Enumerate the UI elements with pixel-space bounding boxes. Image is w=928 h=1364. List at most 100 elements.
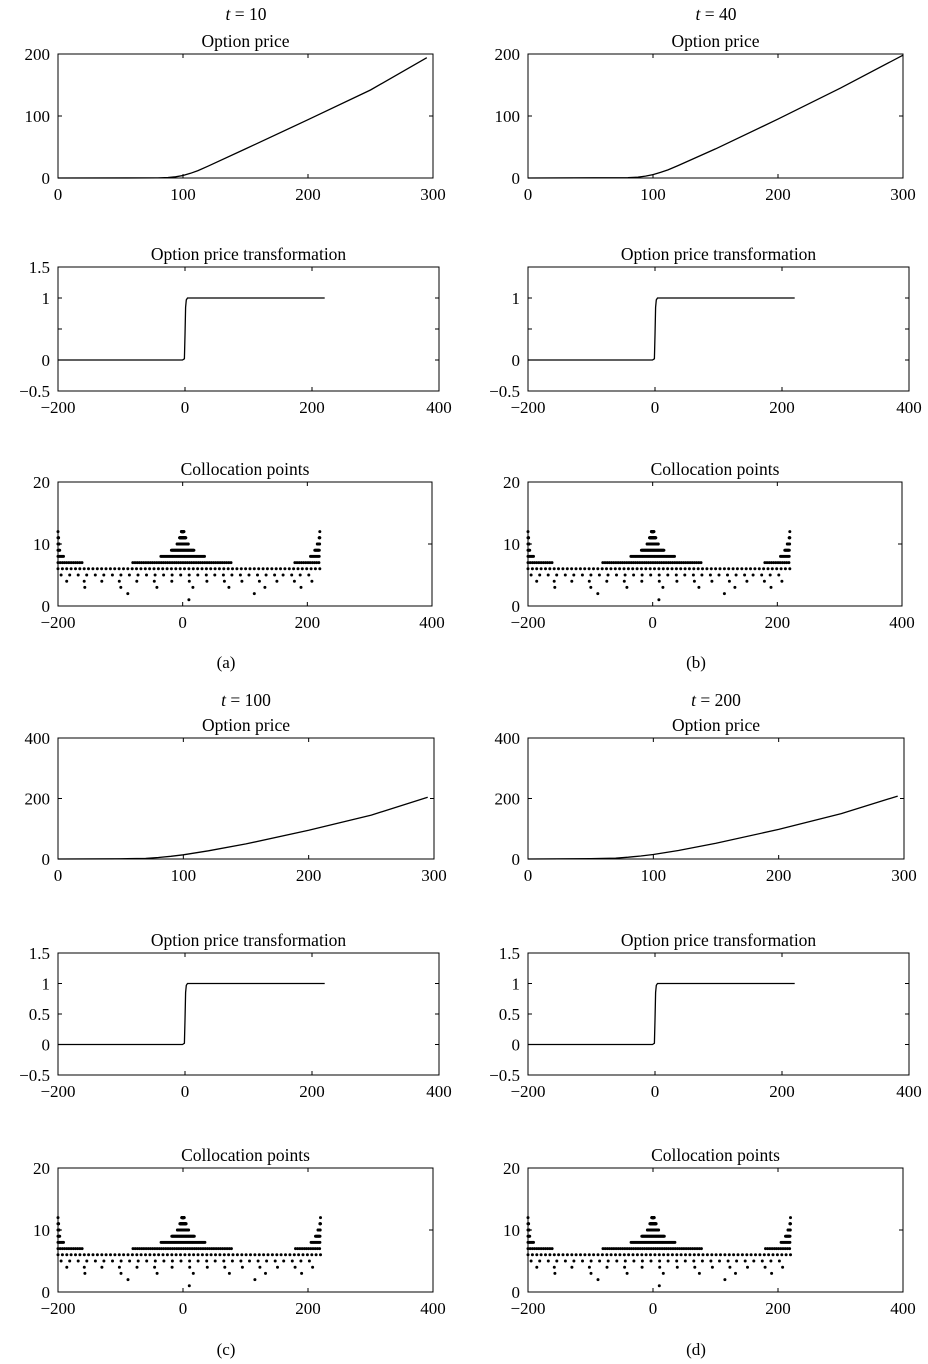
- scatter-point: [148, 1253, 152, 1257]
- scatter-point: [767, 1253, 771, 1257]
- scatter-point: [692, 1259, 696, 1263]
- series-line: [528, 297, 795, 361]
- scatter-point: [697, 1247, 701, 1251]
- scatter-point: [587, 579, 591, 583]
- subplot-title: Collocation points: [181, 459, 310, 479]
- scatter-point: [148, 561, 152, 565]
- scatter-point: [63, 561, 66, 565]
- scatter-point: [56, 561, 60, 565]
- scatter-point: [178, 567, 182, 571]
- scatter-point: [196, 1259, 200, 1263]
- scatter-point: [273, 573, 277, 577]
- scatter-point: [666, 1253, 670, 1257]
- scatter-point: [557, 567, 560, 571]
- scatter-point: [76, 561, 80, 565]
- scatter-point: [56, 567, 60, 571]
- scatter-point: [185, 561, 189, 565]
- scatter-point: [752, 1259, 756, 1263]
- scatter-point: [155, 585, 159, 589]
- time-value: = 200: [696, 690, 741, 710]
- scatter-point: [751, 573, 755, 577]
- scatter-point: [538, 573, 542, 577]
- scatter-point: [656, 542, 660, 546]
- scatter-point: [257, 579, 261, 583]
- scatter-point: [310, 561, 314, 565]
- scatter-point: [616, 1247, 620, 1251]
- y-tick-label: 10: [33, 1221, 50, 1240]
- scatter-point: [135, 1265, 139, 1269]
- scatter-point: [270, 567, 274, 571]
- scatter-point: [100, 1265, 104, 1269]
- y-tick-label: 1: [42, 975, 51, 994]
- scatter-point: [658, 1265, 662, 1269]
- scatter-point: [537, 561, 541, 565]
- scatter-point: [294, 1247, 297, 1251]
- scatter-point: [601, 561, 605, 565]
- scatter-point: [306, 561, 310, 565]
- scatter-point: [772, 561, 776, 565]
- scatter-point: [218, 1253, 222, 1257]
- scatter-point: [192, 548, 196, 552]
- scatter-point: [78, 1247, 82, 1251]
- scatter-point: [533, 561, 536, 565]
- scatter-point: [779, 567, 783, 571]
- scatter-point: [226, 567, 230, 571]
- scatter-point: [649, 1253, 652, 1257]
- scatter-point: [678, 1247, 682, 1251]
- scatter-point: [65, 1253, 69, 1257]
- scatter-point: [787, 561, 791, 565]
- subplot-c-option-price: Option price 0 100 200 300 0 200 400: [25, 715, 447, 885]
- scatter-point: [675, 1259, 679, 1263]
- scatter-point: [762, 567, 766, 571]
- scatter-point: [774, 1247, 778, 1251]
- scatter-point: [777, 1247, 781, 1251]
- scatter-point: [605, 561, 609, 565]
- scatter-point: [700, 1259, 704, 1263]
- scatter-point: [155, 1271, 159, 1275]
- scatter-point: [652, 1216, 656, 1220]
- scatter-point: [209, 561, 213, 565]
- scatter-point: [83, 1271, 87, 1275]
- scatter-point: [596, 592, 600, 596]
- scatter-point: [781, 1247, 785, 1251]
- y-tick-label: 0: [42, 351, 51, 370]
- scatter-point: [183, 567, 186, 571]
- scatter-point: [199, 1247, 203, 1251]
- scatter-point: [695, 1247, 699, 1251]
- scatter-point: [653, 567, 656, 571]
- scatter-point: [273, 1259, 277, 1263]
- y-tick-label: 0: [512, 597, 521, 616]
- x-tick-label: 300: [891, 866, 917, 885]
- scatter-point: [561, 567, 565, 571]
- scatter-point: [622, 579, 626, 583]
- subplot-title: Option price transformation: [151, 244, 347, 264]
- scatter-point: [526, 1216, 530, 1220]
- scatter-point: [553, 1271, 557, 1275]
- scatter-point: [539, 561, 543, 565]
- scatter-point: [605, 1247, 609, 1251]
- scatter-point: [117, 579, 121, 583]
- scatter-point: [257, 567, 261, 571]
- scatter-point: [191, 585, 195, 589]
- scatter-point: [780, 579, 784, 583]
- scatter-point: [127, 573, 131, 577]
- scatter-point: [183, 561, 187, 565]
- scatter-point: [528, 561, 532, 565]
- scatter-point: [535, 1247, 539, 1251]
- scatter-point: [119, 1271, 123, 1275]
- scatter-point: [227, 1247, 231, 1251]
- scatter-point: [122, 567, 125, 571]
- scatter-point: [297, 561, 301, 565]
- scatter-point: [282, 1259, 286, 1263]
- scatter-point: [684, 561, 688, 565]
- scatter-point: [205, 1259, 209, 1263]
- scatter-point: [683, 573, 687, 577]
- axes-frame: [527, 266, 910, 392]
- scatter-point: [138, 1247, 142, 1251]
- scatter-point: [301, 1253, 305, 1257]
- scatter-point: [126, 592, 130, 596]
- scatter-point: [785, 561, 789, 565]
- y-tick-label: 0: [512, 1283, 521, 1302]
- scatter-point: [753, 567, 757, 571]
- scatter-point: [313, 567, 317, 571]
